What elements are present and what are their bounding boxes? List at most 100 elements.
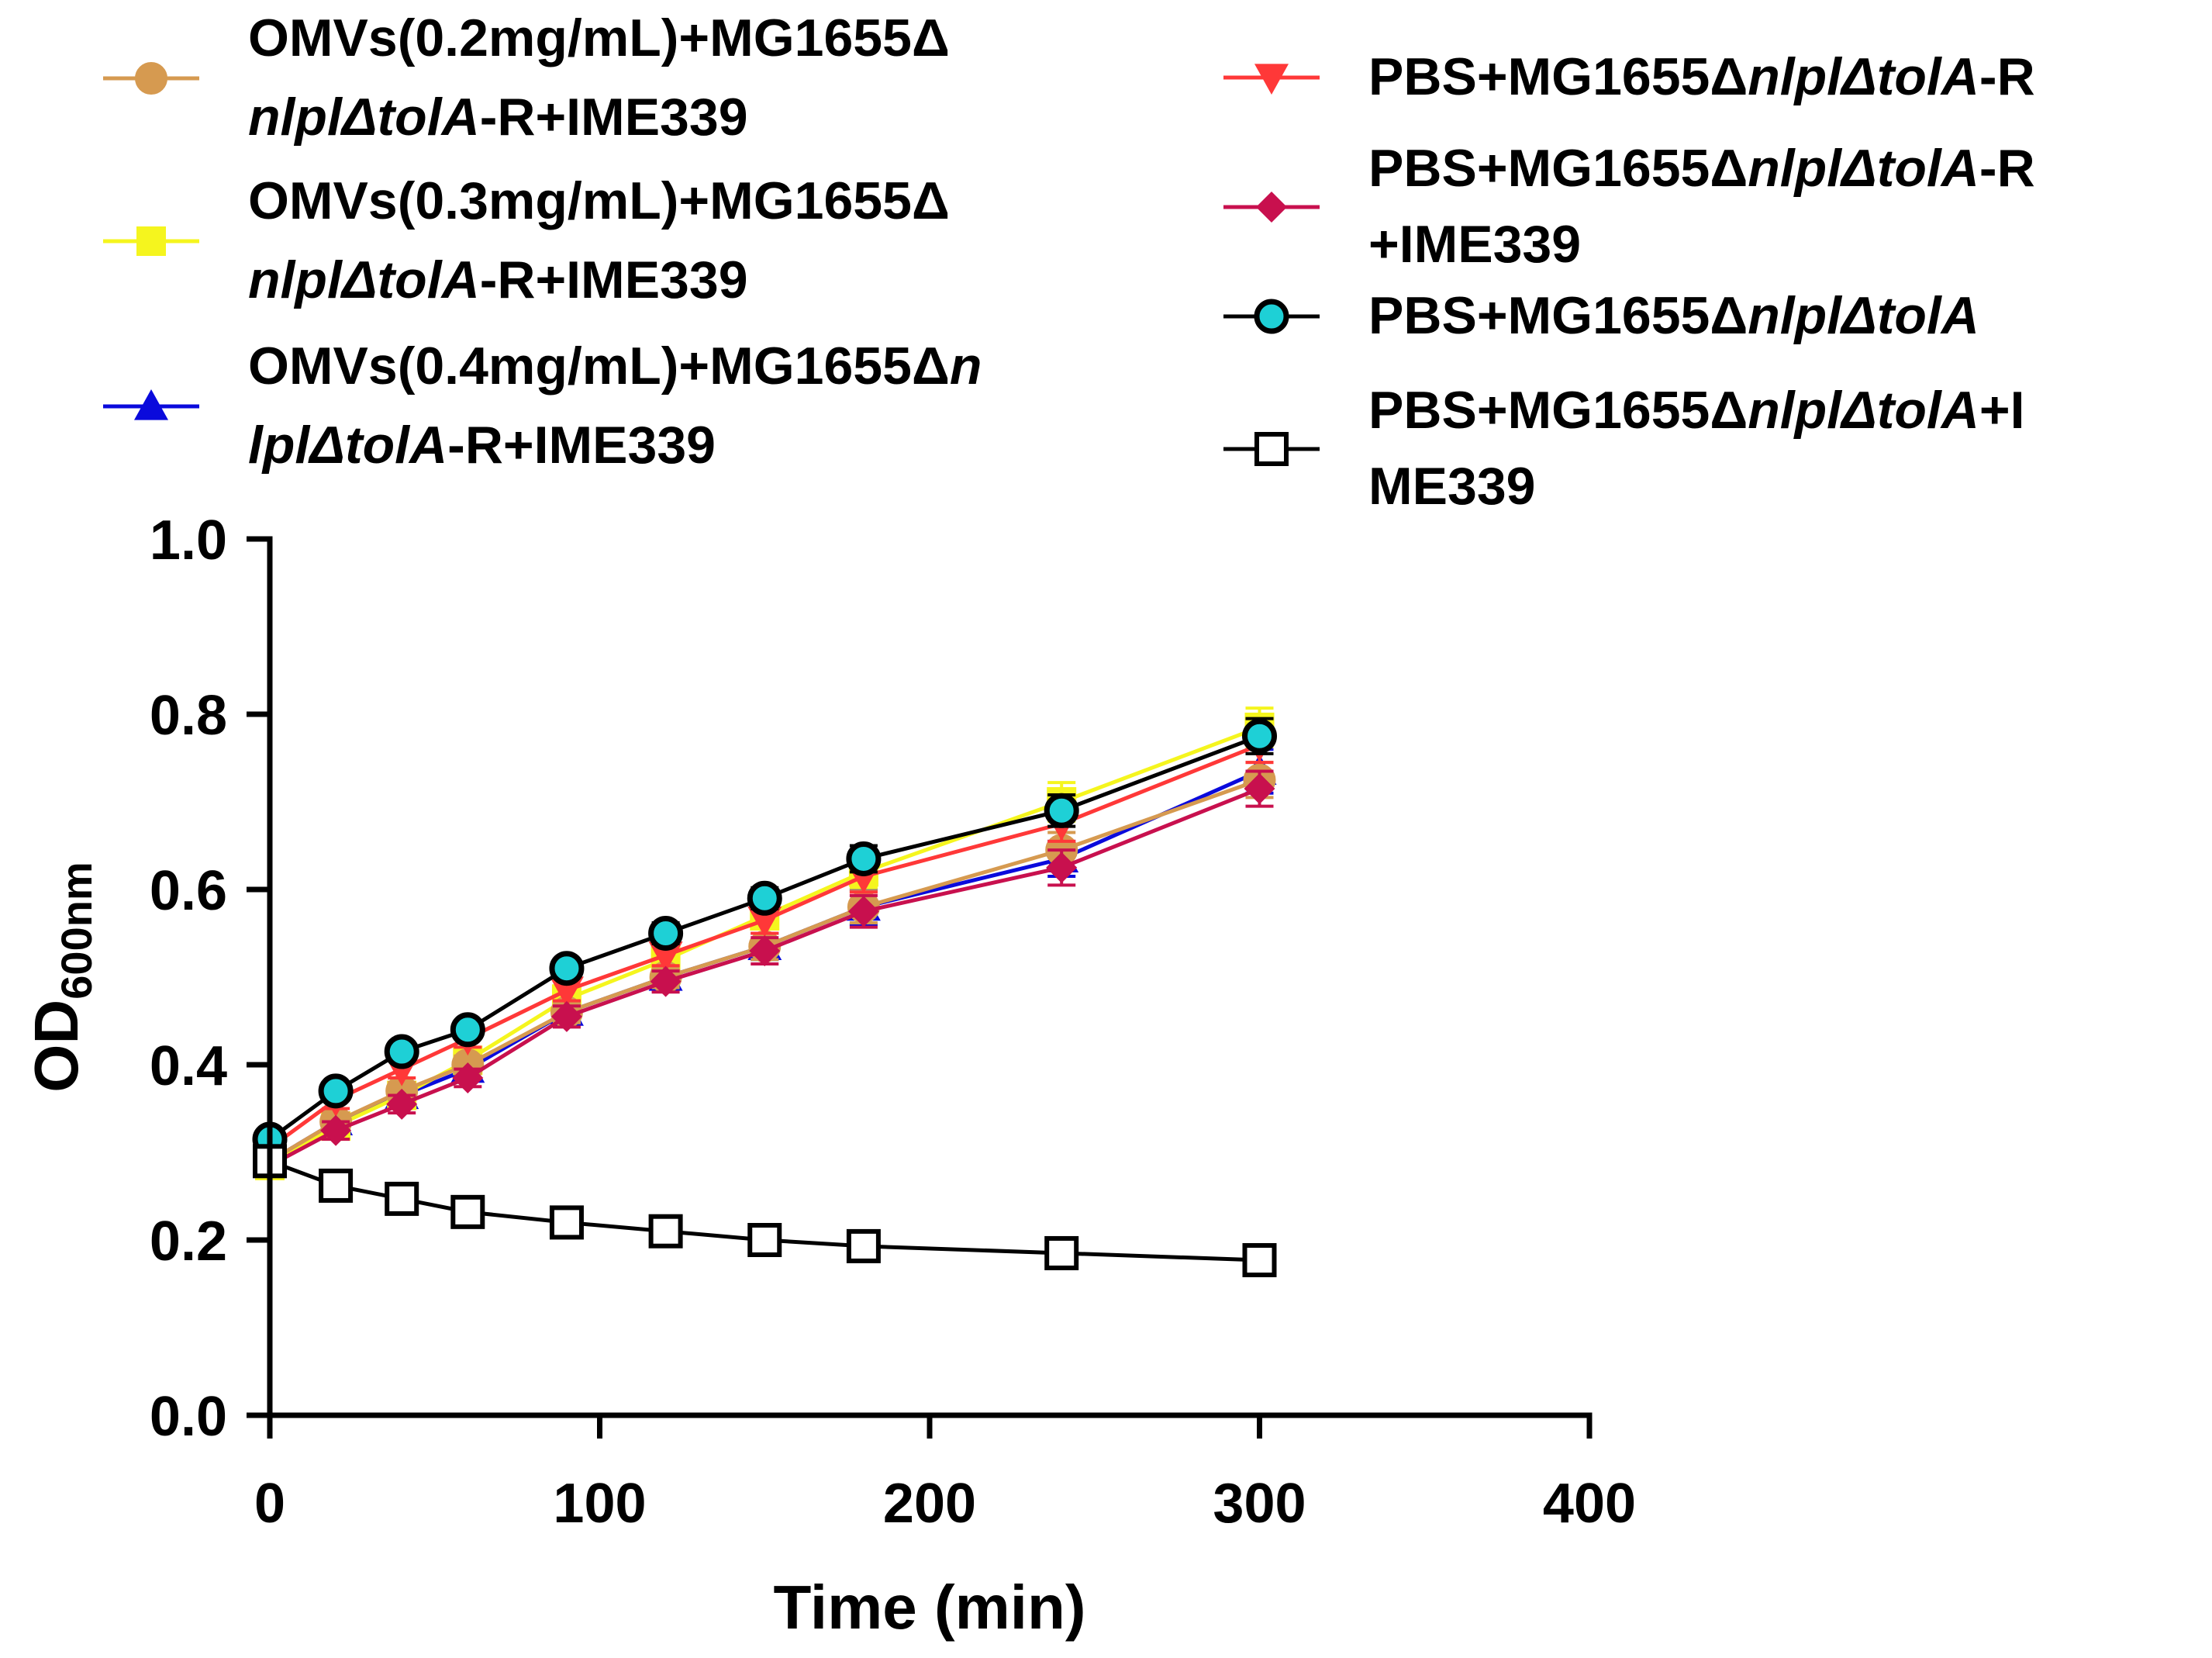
data-point — [648, 1214, 683, 1249]
legend-label-part: n — [950, 337, 982, 396]
legend-label: OMVs(0.3mg/mL)+MG1655Δ — [248, 171, 950, 230]
data-point — [385, 1181, 419, 1216]
legend-label: OMVs(0.2mg/mL)+MG1655Δ — [248, 9, 950, 67]
data-point — [318, 1073, 354, 1109]
legend-label: OMVs(0.4mg/mL)+MG1655Δn — [248, 337, 982, 396]
data-point — [846, 841, 882, 876]
legend-marker — [1256, 192, 1287, 223]
data-point — [1244, 773, 1275, 805]
x-tick-label: 0 — [254, 1473, 285, 1535]
data-point — [846, 1228, 881, 1263]
legend-label-part: -R+IME339 — [480, 250, 748, 309]
data-point — [450, 1194, 485, 1229]
y-axis-title-main: OD — [22, 1000, 91, 1093]
legend-marker — [134, 389, 168, 420]
data-point — [549, 1205, 584, 1240]
legend-label: PBS+MG1655ΔnlplΔtolA — [1368, 286, 1979, 345]
legend-entry-0: OMVs(0.4mg/mL)+MG1655Δn lplΔtolA-R+IME339 — [103, 337, 982, 475]
y-tick-label: 0.6 — [150, 860, 227, 922]
legend-label-part: nlplΔtolA — [1748, 381, 1979, 440]
legend-label-part: -R — [1979, 47, 2035, 106]
y-axis-title: OD600nm — [22, 862, 101, 1092]
x-tick-label: 200 — [883, 1473, 976, 1535]
legend-label-part: -R — [1979, 139, 2035, 198]
legend-label: lplΔtolA-R+IME339 — [248, 416, 716, 475]
series-6 — [253, 1144, 1277, 1277]
series-line — [268, 786, 1261, 1168]
y-axis-title-subscript: 600nm — [52, 862, 101, 999]
legend-marker — [1254, 64, 1289, 95]
legend-label-part: +I — [1979, 381, 2025, 440]
data-point — [550, 1000, 582, 1032]
x-tick-label: 100 — [553, 1473, 646, 1535]
data-point — [648, 941, 683, 972]
legend-label-part: PBS+MG1655Δ — [1368, 47, 1748, 106]
legend-entry-2: OMVs(0.2mg/mL)+MG1655Δ nlplΔtolA-R+IME339 — [103, 9, 950, 147]
legend: OMVs(0.2mg/mL)+MG1655ΔnlplΔtolA-R+IME339… — [103, 9, 2035, 516]
data-point — [549, 951, 585, 986]
y-tick-label: 0.4 — [150, 1035, 227, 1097]
legend-label-part: OMVs(0.3mg/mL)+MG1655Δ — [248, 171, 950, 230]
legend-label-part: PBS+MG1655Δ — [1368, 139, 1748, 198]
legend-entry-1: OMVs(0.3mg/mL)+MG1655Δ nlplΔtolA-R+IME339 — [103, 171, 950, 309]
data-point — [747, 1223, 782, 1257]
data-point — [648, 916, 684, 951]
legend-label-part: -R+IME339 — [447, 416, 716, 475]
data-point — [1242, 1242, 1277, 1277]
legend-label: +IME339 — [1368, 215, 1581, 274]
data-point — [384, 1034, 419, 1069]
series-2 — [254, 761, 1276, 1178]
legend-marker — [1254, 432, 1289, 466]
series-line — [268, 743, 1261, 1150]
data-point — [386, 1088, 418, 1120]
legend-label-part: PBS+MG1655Δ — [1368, 286, 1748, 345]
legend-label-part: nlplΔtolA — [248, 88, 480, 147]
y-tick-label: 0.2 — [150, 1211, 227, 1273]
y-tick-label: 0.8 — [150, 685, 227, 747]
series-line — [269, 1159, 1260, 1262]
data-point — [847, 896, 879, 927]
legend-label: nlplΔtolA-R+IME339 — [248, 250, 748, 309]
legend-label-part: +IME339 — [1368, 215, 1581, 274]
legend-entry-6: PBS+MG1655ΔnlplΔtolA+I ME339 — [1223, 381, 2025, 516]
axes: 0 100 200 300 400 0.0 0.2 0.4 0.6 0.8 1.0 Time (min… — [22, 509, 1636, 1642]
series-line — [268, 734, 1261, 1142]
legend-label: PBS+MG1655ΔnlplΔtolA-R — [1368, 139, 2035, 198]
legend-label: PBS+MG1655ΔnlplΔtolA-R — [1368, 47, 2035, 106]
series-4 — [254, 769, 1275, 1181]
x-tick-label: 400 — [1543, 1473, 1636, 1535]
legend-label-part: PBS+MG1655Δ — [1368, 381, 1748, 440]
legend-label-part: lplΔtolA — [248, 416, 447, 475]
x-axis-title: Time (min) — [773, 1573, 1085, 1642]
data-point — [450, 1012, 485, 1048]
data-point — [650, 965, 682, 997]
series-line — [268, 725, 1261, 1168]
legend-entry-4: PBS+MG1655ΔnlplΔtolA-R +IME339 — [1223, 139, 2035, 274]
legend-label: ME339 — [1368, 457, 1535, 516]
data-point — [749, 935, 781, 967]
legend-label-part: nlplΔtolA — [248, 250, 480, 309]
y-tick-label: 0.0 — [150, 1386, 227, 1448]
data-point — [549, 976, 584, 1007]
data-point — [1044, 1235, 1079, 1270]
y-tick-label: 1.0 — [150, 509, 227, 572]
data-point — [319, 1168, 354, 1203]
data-point — [1044, 793, 1079, 828]
legend-marker — [136, 226, 166, 256]
data-point — [1242, 718, 1277, 754]
legend-label-part: nlplΔtolA — [1748, 286, 1979, 345]
legend-label-part: nlplΔtolA — [1748, 47, 1979, 106]
legend-label-part: ME339 — [1368, 457, 1535, 516]
data-point — [747, 906, 782, 938]
data-point — [320, 1114, 352, 1146]
data-point — [1046, 851, 1078, 883]
legend-marker — [135, 62, 167, 95]
legend-label-part: OMVs(0.2mg/mL)+MG1655Δ — [248, 9, 950, 67]
series-line — [268, 778, 1261, 1163]
legend-label: PBS+MG1655ΔnlplΔtolA+I — [1368, 381, 2025, 440]
x-tick-label: 300 — [1213, 1473, 1306, 1535]
data-point — [747, 880, 782, 916]
legend-marker — [1254, 299, 1289, 334]
